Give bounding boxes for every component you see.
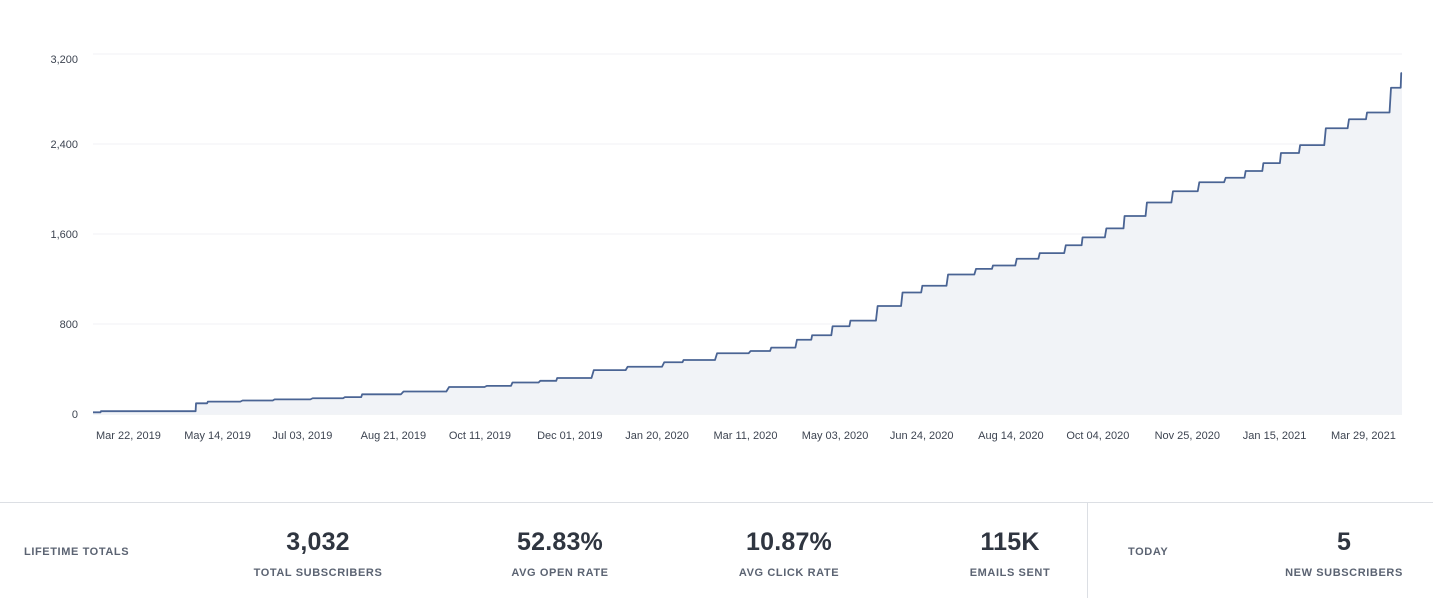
stat-avg-click-rate: 10.87% AVG CLICK RATE bbox=[689, 527, 889, 579]
x-tick-label: Jan 20, 2020 bbox=[625, 430, 689, 442]
chart-svg: 0 800 1,600 2,400 3,200 Mar 22, 2019 May 14, … bbox=[50, 53, 1403, 442]
today-label: TODAY bbox=[1128, 546, 1169, 558]
stat-value: 5 bbox=[1336, 528, 1352, 556]
x-tick-label: Oct 04, 2020 bbox=[1066, 430, 1129, 442]
x-tick-label: Jun 24, 2020 bbox=[890, 430, 954, 442]
stat-total-subscribers: 3,032 TOTAL SUBSCRIBERS bbox=[218, 527, 418, 579]
stats-bar: LIFETIME TOTALS 3,032 TOTAL SUBSCRIBERS … bbox=[0, 502, 1433, 598]
subscriber-growth-chart: 0 800 1,600 2,400 3,200 Mar 22, 2019 May 14, … bbox=[50, 53, 1403, 442]
stat-value: 52.83% bbox=[517, 528, 603, 556]
y-axis: 0 800 1,600 2,400 3,200 bbox=[50, 54, 78, 421]
y-tick-label: 2,400 bbox=[50, 139, 78, 151]
x-tick-label: Aug 14, 2020 bbox=[978, 430, 1043, 442]
stat-label: NEW SUBSCRIBERS bbox=[1285, 567, 1403, 579]
x-tick-label: Mar 29, 2021 bbox=[1331, 430, 1396, 442]
series-line bbox=[93, 72, 1403, 414]
stat-value: 10.87% bbox=[746, 528, 832, 556]
y-tick-label: 1,600 bbox=[50, 229, 78, 241]
x-tick-label: Oct 11, 2019 bbox=[449, 430, 511, 442]
x-tick-label: May 14, 2019 bbox=[184, 430, 251, 442]
area-layer bbox=[93, 72, 1403, 414]
y-tick-label: 0 bbox=[72, 409, 78, 421]
stat-label: AVG OPEN RATE bbox=[511, 567, 609, 579]
stats-divider bbox=[1087, 503, 1088, 598]
stat-label: EMAILS SENT bbox=[969, 567, 1051, 579]
stat-avg-open-rate: 52.83% AVG OPEN RATE bbox=[460, 527, 660, 579]
stat-label: TOTAL SUBSCRIBERS bbox=[253, 567, 383, 579]
x-axis: Mar 22, 2019 May 14, 2019 Jul 03, 2019 Aug … bbox=[96, 430, 1396, 442]
y-tick-label: 800 bbox=[60, 319, 78, 331]
stat-value: 3,032 bbox=[286, 528, 350, 556]
y-tick-label: 3,200 bbox=[50, 54, 78, 66]
series-area-fill bbox=[93, 73, 1402, 414]
x-tick-label: Jul 03, 2019 bbox=[272, 430, 332, 442]
x-tick-label: Mar 11, 2020 bbox=[714, 430, 778, 442]
stat-value: 115K bbox=[980, 528, 1040, 556]
x-tick-label: Aug 21, 2019 bbox=[361, 430, 426, 442]
stat-label: AVG CLICK RATE bbox=[738, 567, 840, 579]
x-tick-label: Mar 22, 2019 bbox=[96, 430, 161, 442]
stat-new-subscribers: 5 NEW SUBSCRIBERS bbox=[1244, 527, 1433, 579]
x-tick-label: May 03, 2020 bbox=[802, 430, 869, 442]
x-tick-label: Dec 01, 2019 bbox=[537, 430, 602, 442]
lifetime-totals-label: LIFETIME TOTALS bbox=[24, 546, 130, 558]
x-tick-label: Nov 25, 2020 bbox=[1155, 430, 1220, 442]
x-tick-label: Jan 15, 2021 bbox=[1243, 430, 1307, 442]
stat-emails-sent: 115K EMAILS SENT bbox=[910, 527, 1110, 579]
